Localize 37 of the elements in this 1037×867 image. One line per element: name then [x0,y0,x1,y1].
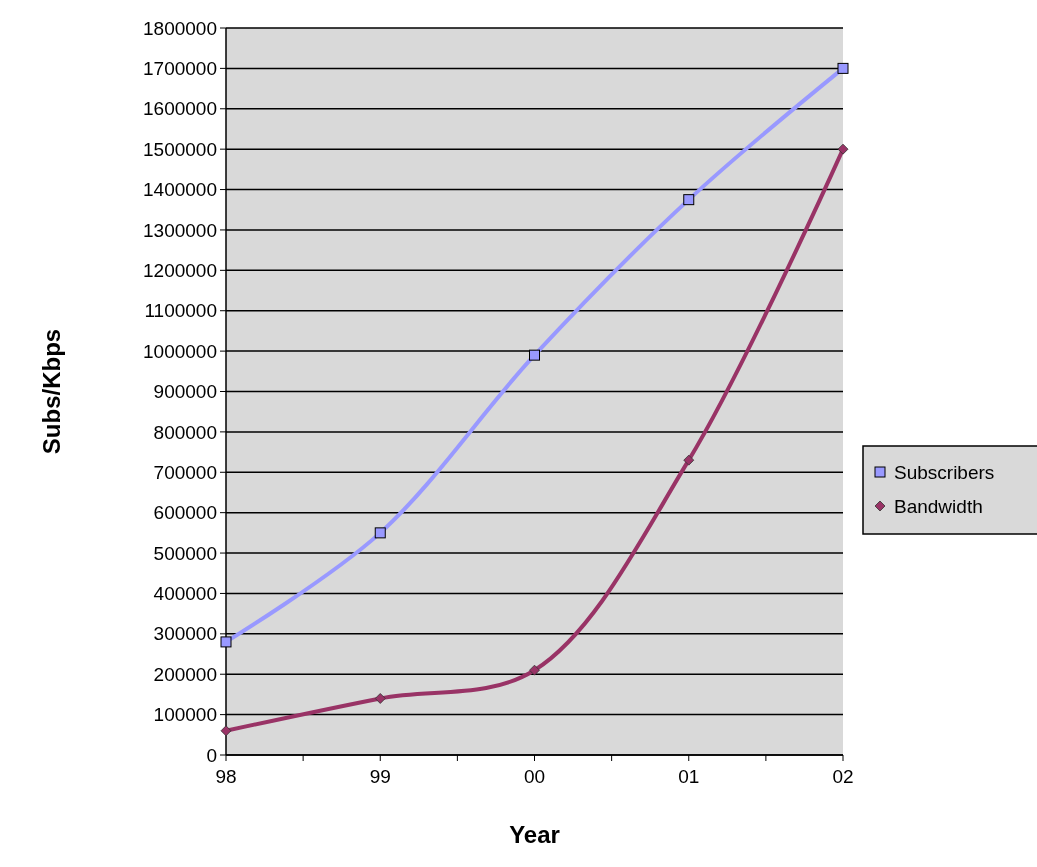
point [837,62,849,74]
y-tick-label: 1200000 [143,259,217,281]
y-tick-label: 1600000 [143,98,217,120]
y-tick-label: 300000 [153,623,217,645]
point [837,143,849,155]
y-tick-label: 600000 [153,502,217,524]
y-tick-label: 1500000 [143,138,217,160]
y-tick-label: 400000 [153,583,217,605]
y-tick-label: 1100000 [144,300,217,322]
x-tick-label: 00 [523,766,546,787]
y-tick-label: 100000 [153,704,217,726]
point [220,725,232,737]
point [529,349,540,361]
y-tick-label: 200000 [153,663,217,685]
x-tick-label: 01 [678,766,700,787]
y-axis-title: Subs/Kbps [38,328,65,455]
y-tick-label: 1700000 [143,58,217,80]
point [683,194,695,206]
y-tick-label: 800000 [153,421,217,443]
x-tick-label: 98 [215,766,237,787]
point [529,664,540,676]
legend-label: Bandwidth [894,495,983,517]
x-axis-title: Year [509,821,560,848]
x-tick-label: 99 [369,766,391,787]
y-tick-label: 700000 [153,461,217,483]
y-tick-label: 1400000 [143,179,217,201]
y-tick-label: 1000000 [143,340,217,362]
y-tick-label: 1800000 [143,17,217,39]
y-tick-label: 1300000 [143,219,217,241]
y-tick-label: 500000 [153,542,217,564]
y-tick-label: 900000 [153,381,217,403]
x-tick-label: 02 [832,766,854,787]
point [374,693,386,704]
point [374,527,386,539]
point [683,454,695,466]
legend-label: Subscribers [894,461,995,483]
y-tick-label: 0 [206,744,217,766]
